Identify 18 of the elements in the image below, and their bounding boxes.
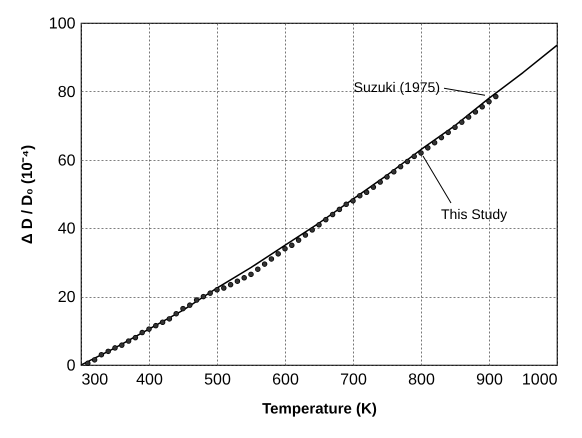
y-tick-label: 100 [48,16,76,32]
x-tick-label: 400 [136,372,163,388]
x-tick-label: 300 [82,372,108,388]
legend-label: Suzuki (1975) [354,79,440,96]
y-tick-label: 20 [58,289,76,306]
x-tick-label: 700 [340,372,367,388]
y-tick-label: 0 [66,358,76,374]
x-tick-label: 1000 [522,372,558,388]
x-axis-title: Temperature (K) [262,400,377,418]
text: This Study [441,206,508,222]
x-tick-label: 800 [408,372,435,388]
x-tick-label: 900 [476,372,503,388]
y-tick-label: 60 [58,152,76,170]
y-tick-label: 40 [58,220,76,238]
x-tick-label: 500 [204,372,231,388]
x-tick-label: 600 [272,372,299,388]
y-tick-label: 80 [58,84,76,101]
y-axis-title: Δ D / D₀ (10⁻⁴) [18,144,36,244]
